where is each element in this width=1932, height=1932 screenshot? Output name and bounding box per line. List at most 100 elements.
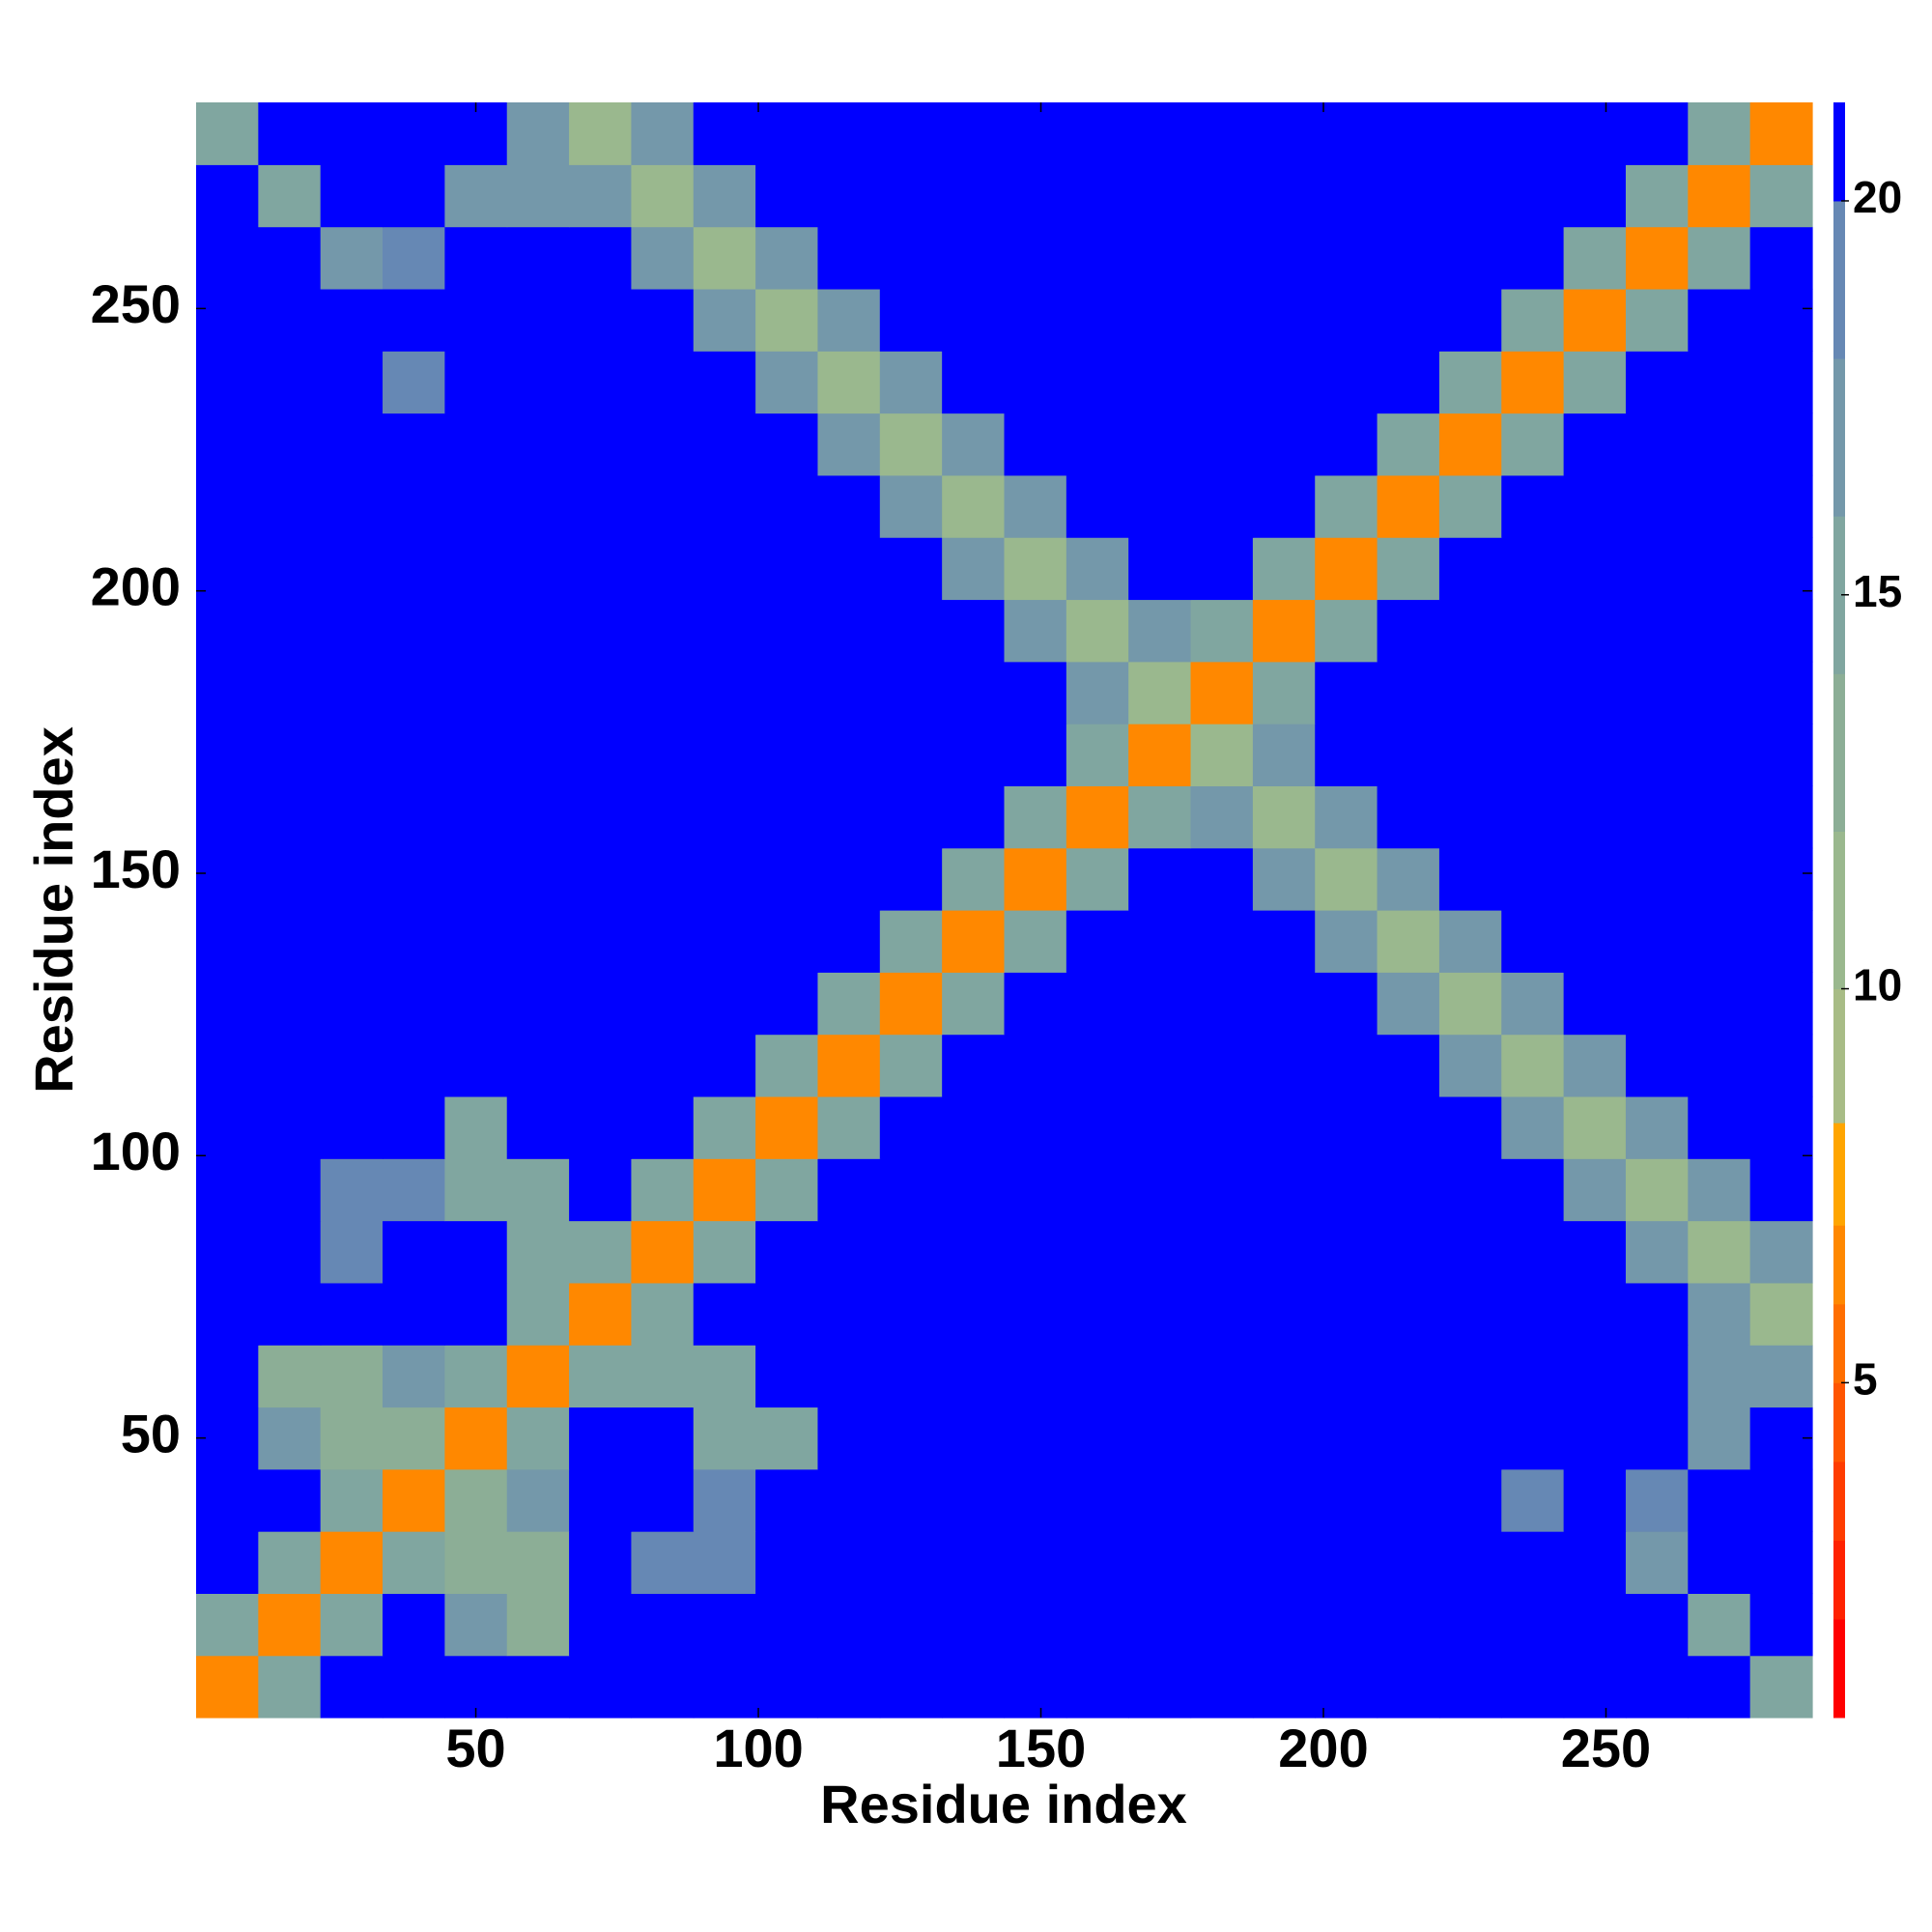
heat-cell [506, 661, 570, 724]
heat-cell [1190, 785, 1254, 849]
heat-cell [1252, 1034, 1316, 1097]
heat-cell [1501, 474, 1565, 538]
heat-cell [817, 102, 881, 165]
heat-cell [1377, 474, 1440, 538]
heat-cell [1190, 474, 1254, 538]
heat-cell [196, 351, 259, 414]
heat-cell [693, 847, 756, 911]
heat-cell [1065, 1345, 1129, 1408]
heat-cell [258, 1220, 322, 1284]
heat-cell [444, 724, 508, 786]
heat-cell [1377, 412, 1440, 476]
heat-cell [817, 226, 881, 290]
heat-cell [1563, 847, 1627, 911]
heat-cell [942, 164, 1006, 228]
heat-cell [1252, 847, 1316, 911]
heat-cell [506, 1034, 570, 1097]
heat-cell [817, 1468, 881, 1532]
heat-cell [1438, 1095, 1502, 1159]
heat-cell [1252, 661, 1316, 724]
heat-cell [1190, 412, 1254, 476]
heat-cell [196, 972, 259, 1036]
heat-cell [631, 351, 695, 414]
heat-cell [569, 661, 633, 724]
heat-cell [1501, 847, 1565, 911]
heat-cell [1688, 1220, 1751, 1284]
heat-cell [569, 1655, 633, 1719]
heat-cell [1252, 412, 1316, 476]
heat-cell [1625, 661, 1689, 724]
heat-cell [1563, 412, 1627, 476]
heat-cell [1128, 351, 1192, 414]
y-tick-label: 200 [91, 555, 181, 616]
heat-cell [942, 1593, 1006, 1657]
heat-cell [1377, 1593, 1440, 1657]
heat-cell [1065, 847, 1129, 911]
heat-cell [1438, 1282, 1502, 1346]
heat-cell [1190, 661, 1254, 724]
heat-cell [320, 972, 384, 1036]
heat-cell [693, 102, 756, 165]
heat-cell [1190, 288, 1254, 352]
heat-cell [1065, 972, 1129, 1036]
heat-cell [879, 910, 943, 973]
heat-cell [1377, 1034, 1440, 1097]
heat-cell [1004, 847, 1067, 911]
heat-cell [1688, 847, 1751, 911]
heat-cell [631, 1468, 695, 1532]
heat-cell [1252, 1655, 1316, 1719]
heat-cell [1688, 724, 1751, 786]
heat-cell [817, 1034, 881, 1097]
heat-cell [196, 412, 259, 476]
heat-cell [444, 599, 508, 663]
heat-cell [1315, 226, 1378, 290]
heat-cell [1128, 226, 1192, 290]
heat-cell [1004, 226, 1067, 290]
heat-cell [196, 1406, 259, 1470]
heat-cell [506, 1531, 570, 1594]
heat-cell [1128, 661, 1192, 724]
heat-cell [942, 1158, 1006, 1222]
heat-cell [320, 412, 384, 476]
heat-cell [196, 1158, 259, 1222]
heat-cell [755, 1593, 819, 1657]
heat-cell [1128, 1655, 1192, 1719]
heat-cell [631, 102, 695, 165]
heat-cell [320, 785, 384, 849]
heat-cell [1252, 1468, 1316, 1532]
heat-cell [1128, 1220, 1192, 1284]
colorbar-segment [1833, 831, 1845, 990]
heat-cell [1749, 102, 1813, 165]
heat-cell [1749, 599, 1813, 663]
heat-cell [755, 1531, 819, 1594]
heat-cell [1377, 1531, 1440, 1594]
heat-cell [817, 1406, 881, 1470]
heat-cell [1004, 661, 1067, 724]
heat-cell [755, 164, 819, 228]
heat-cell [506, 972, 570, 1036]
heat-cell [569, 1531, 633, 1594]
heat-cell [569, 537, 633, 601]
heat-cell [1749, 1034, 1813, 1097]
heat-cell [258, 1345, 322, 1408]
heat-cell [506, 288, 570, 352]
heat-cell [755, 1034, 819, 1097]
heat-cell [506, 474, 570, 538]
heat-cell [506, 1095, 570, 1159]
heat-cell [1128, 1158, 1192, 1222]
y-tick-label: 150 [91, 838, 181, 899]
heat-cell [444, 847, 508, 911]
colorbar-segment [1833, 988, 1845, 1123]
heat-cell [879, 102, 943, 165]
heat-cell [383, 972, 445, 1036]
heat-cell [383, 1406, 445, 1470]
heat-cell [755, 1655, 819, 1719]
heat-cell [506, 102, 570, 165]
heat-cell [1563, 910, 1627, 973]
heat-cell [817, 1158, 881, 1222]
heat-cell [942, 226, 1006, 290]
heat-cell [1749, 1095, 1813, 1159]
heat-cell [693, 1468, 756, 1532]
heat-cell [817, 1531, 881, 1594]
heat-cell [1065, 785, 1129, 849]
